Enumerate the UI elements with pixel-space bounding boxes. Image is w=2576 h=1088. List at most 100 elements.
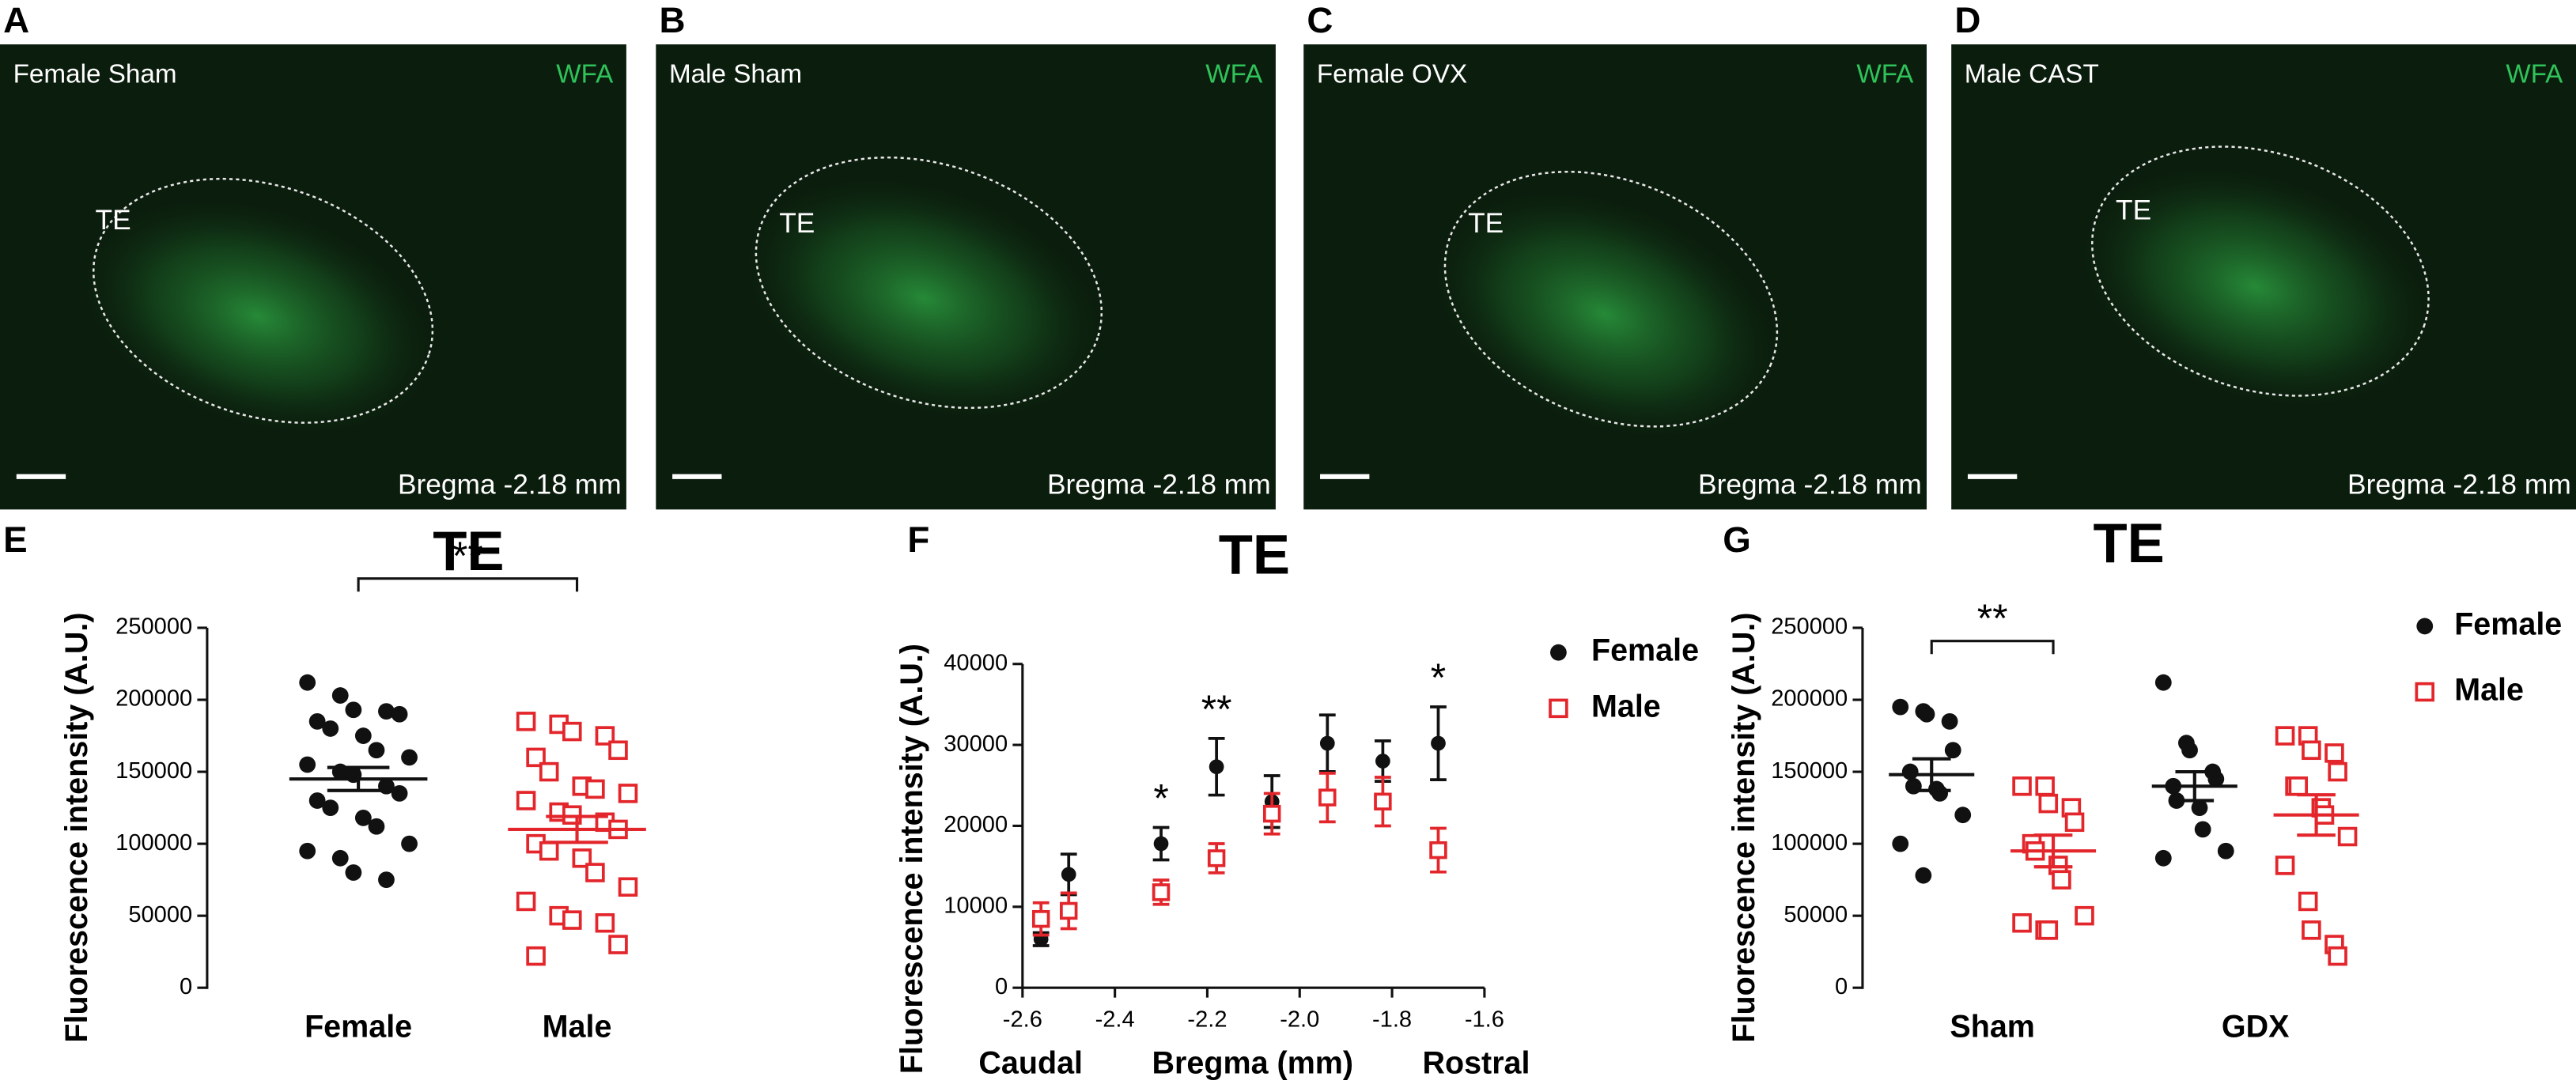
data-point [526,747,546,768]
significance-label: ** [1201,687,1232,731]
data-point [595,912,615,933]
data-point [516,712,536,731]
data-point [299,756,316,773]
data-point [378,871,395,889]
data-point [1153,836,1169,852]
region-label: TE [2116,195,2151,225]
data-point [2275,726,2295,746]
data-point [585,779,605,799]
data-point [2288,776,2308,796]
region-label: TE [779,208,815,239]
y-tick-label: 50000 [128,902,192,927]
data-point [562,910,582,930]
x-tick-label: -2.4 [1095,1007,1135,1032]
data-point [2191,799,2208,816]
legend-marker [2415,682,2435,702]
data-point [2035,776,2055,796]
condition-label: Male CAST [1965,59,2099,89]
x-tick-label: -2.6 [1003,1007,1042,1032]
data-point [401,835,418,852]
stain-label: WFA [1856,59,1914,89]
y-tick-label: 250000 [115,614,192,640]
data-point [2154,849,2172,867]
chart-title: TE [1219,523,1290,585]
significance-label: ** [1977,596,2008,640]
data-point [1318,788,1337,807]
x-axis-label: Caudal [978,1045,1083,1080]
y-tick-label: 200000 [115,686,192,712]
data-point [299,842,316,859]
data-point [1892,835,1909,852]
region-outline [2091,145,2430,397]
data-point [2038,793,2059,814]
y-tick-label: 250000 [1771,614,1848,640]
data-point [299,674,316,691]
data-point [1207,849,1226,867]
y-tick-label: 0 [1835,974,1848,999]
data-point [618,784,638,803]
data-point [401,749,418,766]
panel-letter: F [907,519,929,560]
y-tick-label: 50000 [1784,902,1848,927]
data-point [1209,759,1224,775]
data-point [1915,867,1932,884]
legend-label: Male [2454,673,2524,708]
significance-label: * [1153,776,1168,820]
data-point [2337,826,2358,847]
data-point [1918,705,1935,723]
y-tick-label: 100000 [115,830,192,856]
data-point [1892,698,1909,716]
significance-bracket [357,577,579,592]
data-point [2052,870,2071,890]
x-tick-label: GDX [2222,1010,2290,1045]
data-point [308,792,326,809]
data-point [354,727,372,744]
data-point [354,809,372,826]
data-point [1931,784,1949,802]
data-point [2328,946,2347,966]
data-point [368,742,385,759]
data-point [1954,807,1972,824]
panel-letter: B [659,0,685,40]
panel-letter: E [3,519,27,560]
stain-label: WFA [2506,59,2563,89]
data-point [516,791,536,810]
data-point [585,863,605,882]
y-tick-label: 10000 [944,893,1008,919]
data-point [2194,821,2211,838]
region-outline [755,156,1103,410]
bregma-label: Bregma -2.18 mm [398,470,622,501]
x-tick-label: -2.2 [1187,1007,1227,1032]
data-point [1060,901,1078,920]
data-point [322,799,339,816]
y-axis-label: Fluorescence intensity (A.U.) [59,612,94,1042]
data-point [345,701,362,719]
data-point [2038,920,2059,940]
bregma-label: Bregma -2.18 mm [1047,470,1271,501]
data-point [2075,905,2094,926]
data-point [2298,891,2318,912]
significance-label: * [1431,655,1446,700]
panel-letter: G [1723,519,1751,560]
legend-label: Female [1591,633,1699,668]
data-point [331,687,349,704]
stain-label: WFA [1205,59,1263,89]
x-tick-label: -1.6 [1465,1007,1504,1032]
y-tick-label: 40000 [944,650,1008,675]
data-point [391,784,408,802]
data-point [572,848,592,868]
region-outline [1443,171,1779,428]
data-point [331,849,349,867]
data-point [2302,920,2321,940]
data-point [1319,735,1335,751]
significance-bracket [1930,640,2055,655]
data-point [2181,742,2198,759]
data-point [345,864,362,881]
data-point [516,891,536,912]
data-point [2328,761,2347,782]
x-axis-label: Bregma (mm) [1152,1045,1354,1080]
data-point [1031,909,1050,928]
data-point [1152,883,1171,901]
data-point [608,740,628,761]
